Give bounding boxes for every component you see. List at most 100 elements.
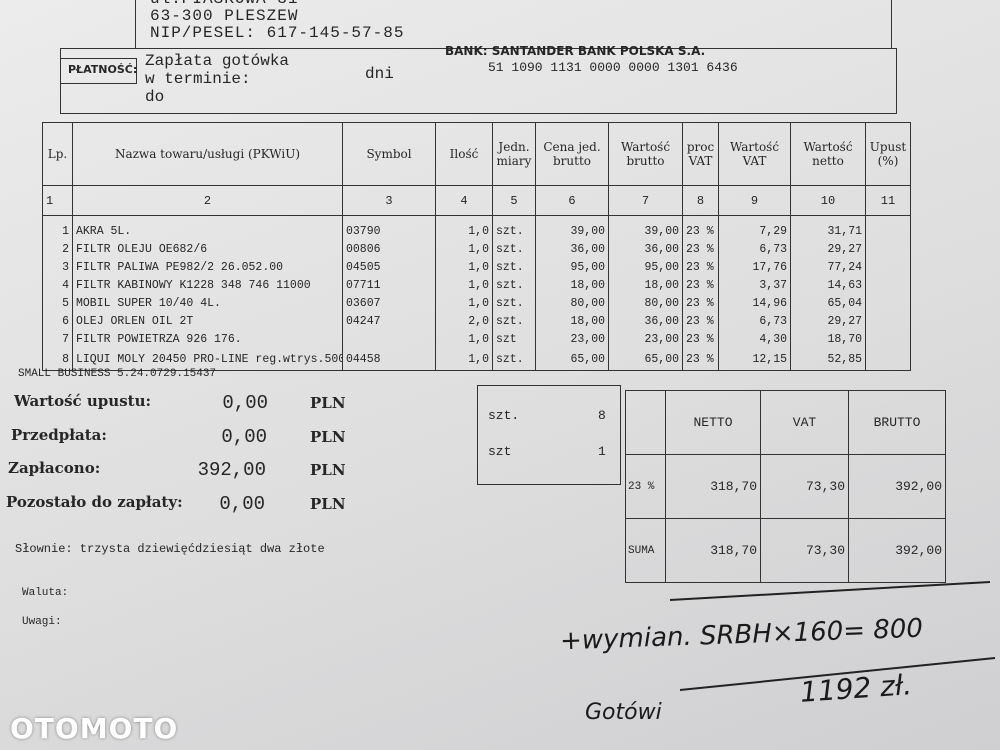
item-cell: 1,0 bbox=[435, 330, 493, 348]
upust-cell bbox=[865, 348, 911, 371]
column-number: 9 bbox=[718, 185, 791, 216]
unit-count: 8 bbox=[598, 408, 606, 423]
column-header: Wartość brutto bbox=[608, 122, 683, 186]
number-row: 1 2 3 4 5 6 7 8 9 10 11 bbox=[42, 185, 911, 216]
item-cell: 23 % bbox=[682, 215, 719, 240]
item-cell: 14,63 bbox=[790, 276, 866, 294]
column-header: Wartość VAT bbox=[718, 122, 791, 186]
item-cell: 7 bbox=[42, 330, 73, 348]
vat-column-header: BRUTTO bbox=[848, 390, 946, 455]
unit-count: 1 bbox=[598, 444, 606, 459]
item-cell: 18,00 bbox=[535, 312, 609, 330]
total-value: 392,00 bbox=[197, 459, 266, 481]
item-cell: 04458 bbox=[342, 348, 436, 371]
column-header: Lp. bbox=[42, 122, 73, 186]
vat-row: SUMA 318,70 73,30 392,00 bbox=[625, 518, 946, 583]
item-cell: FILTR PALIWA PE982/2 26.052.00 bbox=[72, 258, 343, 276]
column-header: Wartość netto bbox=[790, 122, 866, 186]
payment-label: PŁATNOŚĆ: bbox=[68, 63, 138, 76]
item-cell: FILTR OLEJU OE682/6 bbox=[72, 240, 343, 258]
vat-cell: 318,70 bbox=[665, 454, 761, 519]
upust-cell bbox=[865, 312, 911, 330]
bank-account: 51 1090 1131 0000 0000 1301 6436 bbox=[488, 60, 738, 75]
item-cell: 23 % bbox=[682, 330, 719, 348]
item-cell: 6,73 bbox=[718, 312, 791, 330]
item-cell: 36,00 bbox=[608, 312, 683, 330]
column-number: 3 bbox=[342, 185, 436, 216]
upust-cell bbox=[865, 240, 911, 258]
total-label: Wartość upustu: bbox=[14, 392, 152, 410]
item-cell: szt bbox=[492, 330, 536, 348]
vat-column-header: NETTO bbox=[665, 390, 761, 455]
item-cell: 1,0 bbox=[435, 276, 493, 294]
item-cell: OLEJ ORLEN OIL 2T bbox=[72, 312, 343, 330]
item-cell: 65,00 bbox=[608, 348, 683, 371]
item-cell: 23,00 bbox=[535, 330, 609, 348]
notes-label: Uwagi: bbox=[22, 616, 62, 628]
upust-cell bbox=[865, 258, 911, 276]
item-cell: 1,0 bbox=[435, 240, 493, 258]
item-cell: szt. bbox=[492, 294, 536, 312]
item-row: 5 MOBIL SUPER 10/40 4L. 03607 1,0 szt. 80,00 8… bbox=[42, 294, 911, 312]
upust-cell bbox=[865, 294, 911, 312]
item-cell: 1 bbox=[42, 215, 73, 240]
column-number: 10 bbox=[790, 185, 866, 216]
item-cell: szt. bbox=[492, 276, 536, 294]
vat-cell: 73,30 bbox=[760, 518, 849, 583]
item-row: 3 FILTR PALIWA PE982/2 26.052.00 04505 1,0 s… bbox=[42, 258, 911, 276]
item-cell: FILTR KABINOWY K1228 348 746 11000 bbox=[72, 276, 343, 294]
upust-cell bbox=[865, 215, 911, 240]
item-cell: szt. bbox=[492, 312, 536, 330]
item-cell: 1,0 bbox=[435, 348, 493, 371]
items-table: Lp. Nazwa towaru/usługi (PKWiU) Symbol Iloś… bbox=[42, 122, 911, 371]
column-number: 2 bbox=[72, 185, 343, 216]
payment-term: w terminie: bbox=[145, 70, 251, 88]
vat-row: 23 % 318,70 73,30 392,00 bbox=[625, 454, 946, 519]
software-version: SMALL BUSINESS 5.24.0729.15437 bbox=[18, 368, 217, 380]
item-row: 7 FILTR POWIETRZA 926 176. 1,0 szt 23,00 23,0… bbox=[42, 330, 911, 348]
vat-summary-table: NETTO VAT BRUTTO 23 % 318,70 73,30 392,00 SUMA 3… bbox=[625, 390, 946, 583]
column-header: Jedn. miary bbox=[492, 122, 536, 186]
item-cell: 65,04 bbox=[790, 294, 866, 312]
item-cell: LIQUI MOLY 20450 PRO-LINE reg.wtrys.500 bbox=[72, 348, 343, 371]
item-cell: 3,37 bbox=[718, 276, 791, 294]
item-cell: 2 bbox=[42, 240, 73, 258]
upust-cell bbox=[865, 330, 911, 348]
item-cell: 4,30 bbox=[718, 330, 791, 348]
item-cell: 36,00 bbox=[535, 240, 609, 258]
item-cell: 52,85 bbox=[790, 348, 866, 371]
address-line: NIP/PESEL: 617-145-57-85 bbox=[150, 24, 405, 42]
item-cell: szt. bbox=[492, 240, 536, 258]
column-header: proc VAT bbox=[682, 122, 719, 186]
payment-days: dni bbox=[365, 65, 394, 83]
item-cell: 18,70 bbox=[790, 330, 866, 348]
bank-name: BANK: SANTANDER BANK POLSKA S.A. bbox=[445, 44, 706, 58]
item-cell: 31,71 bbox=[790, 215, 866, 240]
total-currency: PLN bbox=[310, 494, 346, 513]
item-cell: 04247 bbox=[342, 312, 436, 330]
vat-cell: 23 % bbox=[625, 454, 666, 519]
item-cell: szt. bbox=[492, 215, 536, 240]
item-cell: szt. bbox=[492, 348, 536, 371]
column-number: 6 bbox=[535, 185, 609, 216]
total-currency: PLN bbox=[310, 461, 346, 479]
unit-name: szt bbox=[488, 444, 512, 459]
item-cell: 77,24 bbox=[790, 258, 866, 276]
total-label: Pozostało do zapłaty: bbox=[6, 492, 183, 511]
item-cell: 3 bbox=[42, 258, 73, 276]
address-line: ul.PIASKOWA 31 bbox=[150, 0, 298, 8]
item-cell: 80,00 bbox=[608, 294, 683, 312]
vat-cell: 318,70 bbox=[665, 518, 761, 583]
item-cell: 14,96 bbox=[718, 294, 791, 312]
column-header: Cena jed. brutto bbox=[535, 122, 609, 186]
vat-blank bbox=[625, 390, 666, 455]
column-number: 4 bbox=[435, 185, 493, 216]
vat-cell: SUMA bbox=[625, 518, 666, 583]
unit-name: szt. bbox=[488, 408, 520, 423]
vat-cell: 392,00 bbox=[848, 518, 946, 583]
item-cell: 39,00 bbox=[535, 215, 609, 240]
item-cell: 39,00 bbox=[608, 215, 683, 240]
item-cell: 23 % bbox=[682, 348, 719, 371]
